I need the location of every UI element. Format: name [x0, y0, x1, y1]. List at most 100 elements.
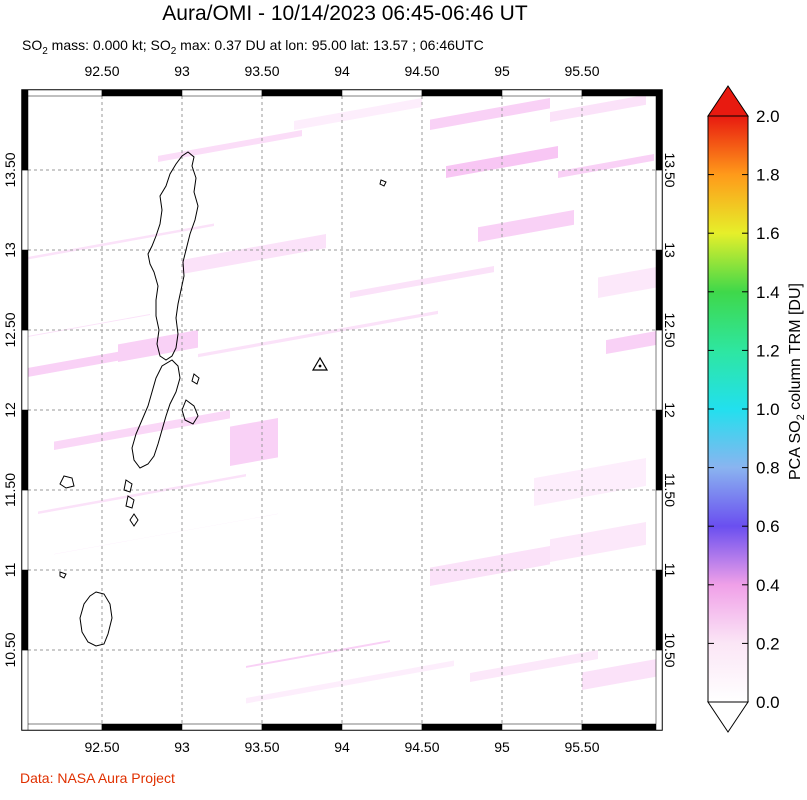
colorbar-tick-label: 0.4 — [756, 576, 780, 595]
north-andaman-coast — [147, 151, 199, 361]
left-edge-bar — [21, 249, 29, 331]
y-tick-label-left: 13 — [2, 242, 18, 258]
bottom-edge-bar — [421, 723, 503, 731]
bottom-edge-bar — [501, 723, 583, 731]
little-andaman-coast — [79, 591, 113, 647]
left-edge-bar — [21, 329, 29, 411]
so2-pixel — [534, 458, 646, 506]
colorbar-tick-label: 1.4 — [756, 283, 780, 302]
so2-pixel — [246, 660, 454, 704]
so2-pixel — [22, 314, 150, 338]
top-edge-bar — [101, 89, 183, 97]
chart-subtitle: SO2 mass: 0.000 kt; SO2 max: 0.37 DU at … — [22, 37, 484, 57]
bottom-edge-bar — [21, 723, 103, 731]
colorbar-label: PCA SO2 column TRM [DU] — [787, 283, 807, 480]
subtitle-max-text: max: 0.37 DU at lon: 95.00 lat: 13.57 ; … — [176, 37, 484, 53]
colorbar-ticks: 0.0 0.2 0.4 0.6 0.8 1.0 1.2 1.4 1.6 1.8 2.0 — [708, 107, 780, 712]
x-tick-label-top: 95.50 — [564, 63, 599, 79]
right-edge-bar — [655, 89, 663, 171]
so2-pixel — [294, 98, 422, 130]
coastlines — [59, 151, 387, 647]
colorbar-tick-label: 0.2 — [756, 634, 780, 653]
x-tick-label-top: 95 — [494, 63, 510, 79]
so2-pixel — [598, 266, 662, 298]
y-tick-label-left: 12 — [2, 402, 18, 418]
so2-pixel — [550, 522, 646, 562]
so2-pixel — [606, 330, 662, 354]
right-edge-bar — [655, 489, 663, 571]
so2-pixel — [182, 234, 326, 274]
so2-pixel — [470, 650, 598, 682]
data-credit: Data: NASA Aura Project — [20, 770, 175, 786]
colorbar-label-prefix: PCA SO — [787, 420, 804, 480]
bottom-edge-bar — [261, 723, 343, 731]
top-edge-bar — [181, 89, 263, 97]
volcano-marker-icon — [311, 356, 329, 371]
y-tick-label-right: 13 — [662, 242, 678, 258]
left-edge-bar — [21, 649, 29, 731]
gridlines — [22, 90, 662, 730]
bottom-edge-bar — [101, 723, 183, 731]
x-tick-label-bottom: 95 — [494, 739, 510, 755]
colorbar-tick-label: 0.0 — [756, 693, 780, 712]
colorbar-tick-label: 0.6 — [756, 517, 780, 536]
left-edge-bar — [21, 489, 29, 571]
y-tick-label-right: 12.50 — [662, 312, 678, 347]
left-edge-bar — [21, 569, 29, 651]
x-tick-label-top: 94.50 — [404, 63, 439, 79]
top-edge-bar — [501, 89, 583, 97]
top-edge-bar — [341, 89, 423, 97]
right-edge-bar — [655, 169, 663, 251]
y-tick-label-right: 12 — [662, 402, 678, 418]
bottom-edge-bar — [581, 723, 663, 731]
x-tick-label-bottom: 92.50 — [84, 739, 119, 755]
bottom-edge-bar — [181, 723, 263, 731]
south-andaman-islets-coast — [59, 475, 139, 579]
islet-barren-coast — [379, 179, 387, 187]
x-tick-label-bottom: 93 — [174, 739, 190, 755]
volcano-dot — [318, 364, 322, 368]
so2-pixel — [54, 513, 278, 555]
colorbar: 0.0 0.2 0.4 0.6 0.8 1.0 1.2 1.4 1.6 1.8 2.0 PCA SO… — [707, 85, 807, 733]
so2-pixel — [478, 210, 574, 242]
so2-pixel — [550, 94, 646, 122]
colorbar-gradient — [707, 115, 749, 703]
so2-pixel — [22, 223, 214, 261]
x-tick-label-bottom: 93.50 — [244, 739, 279, 755]
colorbar-tick-label: 1.2 — [756, 341, 780, 360]
so2-pixel — [158, 130, 302, 162]
subtitle-mass-prefix: SO — [22, 37, 43, 53]
so2-pixel — [38, 474, 246, 514]
y-tick-label-right: 10.50 — [662, 632, 678, 667]
axis-edge-bars — [21, 89, 663, 731]
x-tick-label-top: 93 — [174, 63, 190, 79]
y-tick-label-left: 12.50 — [2, 312, 18, 347]
y-tick-label-left: 13.50 — [2, 152, 18, 187]
middle-andaman-coast — [131, 359, 181, 469]
right-edge-bar — [655, 569, 663, 651]
so2-pixel — [430, 98, 550, 130]
right-edge-bar — [655, 329, 663, 411]
right-edge-bar — [655, 649, 663, 731]
top-edge-bar — [21, 89, 103, 97]
chart-title: Aura/OMI - 10/14/2023 06:45-06:46 UT — [162, 2, 528, 25]
y-tick-label-left: 11.50 — [2, 473, 18, 507]
axis-tick-labels: 92.50 92.50 93 93 93.50 93.50 94 94 94.50 94.50 95… — [2, 63, 678, 755]
right-edge-bar — [655, 409, 663, 491]
x-tick-label-top: 93.50 — [244, 63, 279, 79]
colorbar-tick-label: 1.6 — [756, 224, 780, 243]
so2-pixel — [230, 418, 278, 466]
x-tick-label-bottom: 94 — [334, 739, 350, 755]
right-edge-bar — [655, 249, 663, 331]
so2-pixel — [54, 410, 230, 450]
colorbar-min-arrow — [707, 701, 749, 733]
x-tick-label-bottom: 94.50 — [404, 739, 439, 755]
left-edge-bar — [21, 409, 29, 491]
so2-pixel — [246, 640, 390, 668]
colorbar-label-suffix: column TRM [DU] — [787, 283, 804, 414]
colorbar-tick-label: 1.8 — [756, 166, 780, 185]
so2-pixel — [198, 310, 438, 358]
so2-pixel — [558, 154, 654, 178]
y-tick-label-left: 11 — [2, 563, 18, 578]
so2-pixel — [22, 346, 150, 378]
